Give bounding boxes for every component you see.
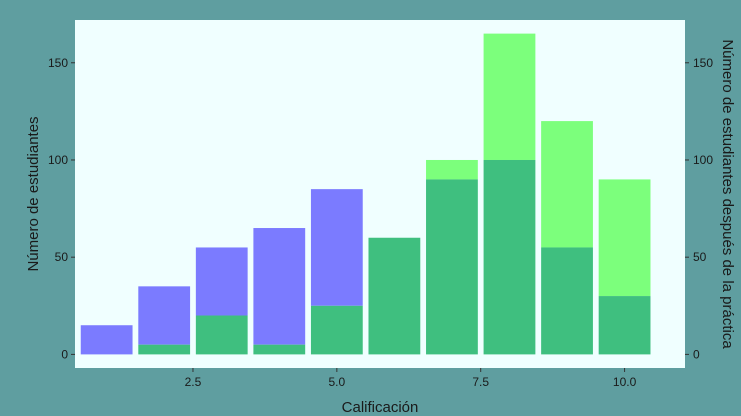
y-right-tick-label: 100 (693, 153, 713, 167)
bar-after (598, 179, 651, 297)
y-tick-label: 50 (55, 250, 69, 264)
y-right-tick-label: 0 (693, 347, 700, 361)
x-tick-label: 2.5 (185, 375, 202, 389)
bar-before (195, 247, 248, 316)
bar-after (426, 159, 478, 180)
x-tick-label: 10.0 (613, 375, 637, 389)
bar-overlap (483, 159, 536, 355)
y-tick-label: 150 (48, 56, 68, 70)
y-tick-label: 0 (61, 347, 68, 361)
y-axis-title: Número de estudiantes (25, 116, 42, 271)
bar-overlap (368, 237, 421, 355)
y-right-tick-label: 150 (693, 56, 713, 70)
bar-before (138, 286, 191, 345)
bar-overlap (426, 179, 478, 355)
bar-before (80, 325, 133, 355)
bar-before (253, 228, 306, 345)
left-y-axis: 0 50 100 150 (48, 56, 75, 361)
bar-overlap (541, 247, 593, 355)
bar-overlap (598, 296, 651, 355)
x-tick-label: 7.5 (472, 375, 489, 389)
x-axis-title: Calificación (342, 399, 419, 416)
bars-layer (80, 33, 651, 355)
bar-overlap (253, 344, 306, 355)
bar-overlap (195, 315, 248, 355)
y-axis-title-right: Número de estudiantes después de la prác… (719, 39, 736, 349)
bar-before (310, 189, 363, 306)
bar-overlap (310, 305, 363, 355)
bar-overlap (138, 344, 191, 355)
y-right-tick-label: 50 (693, 250, 707, 264)
x-tick-label: 5.0 (328, 375, 345, 389)
y-tick-label: 100 (48, 153, 68, 167)
bar-after (541, 121, 593, 248)
right-y-axis: 0 50 100 150 (685, 56, 713, 361)
x-axis: 2.5 5.0 7.5 10.0 (185, 368, 637, 389)
bar-after (483, 33, 536, 160)
